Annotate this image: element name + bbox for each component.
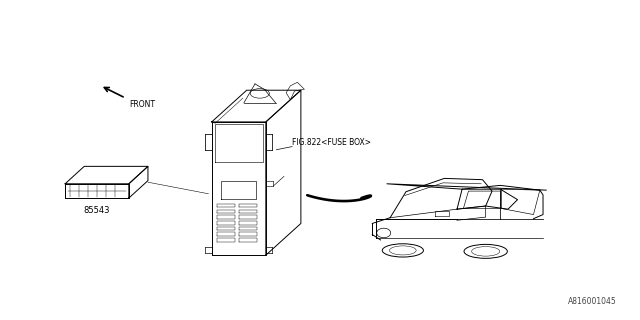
Text: FIG.822<FUSE BOX>: FIG.822<FUSE BOX> [292,138,371,147]
Text: A816001045: A816001045 [568,297,616,306]
Text: FRONT: FRONT [129,100,155,109]
Text: 85543: 85543 [84,206,110,215]
